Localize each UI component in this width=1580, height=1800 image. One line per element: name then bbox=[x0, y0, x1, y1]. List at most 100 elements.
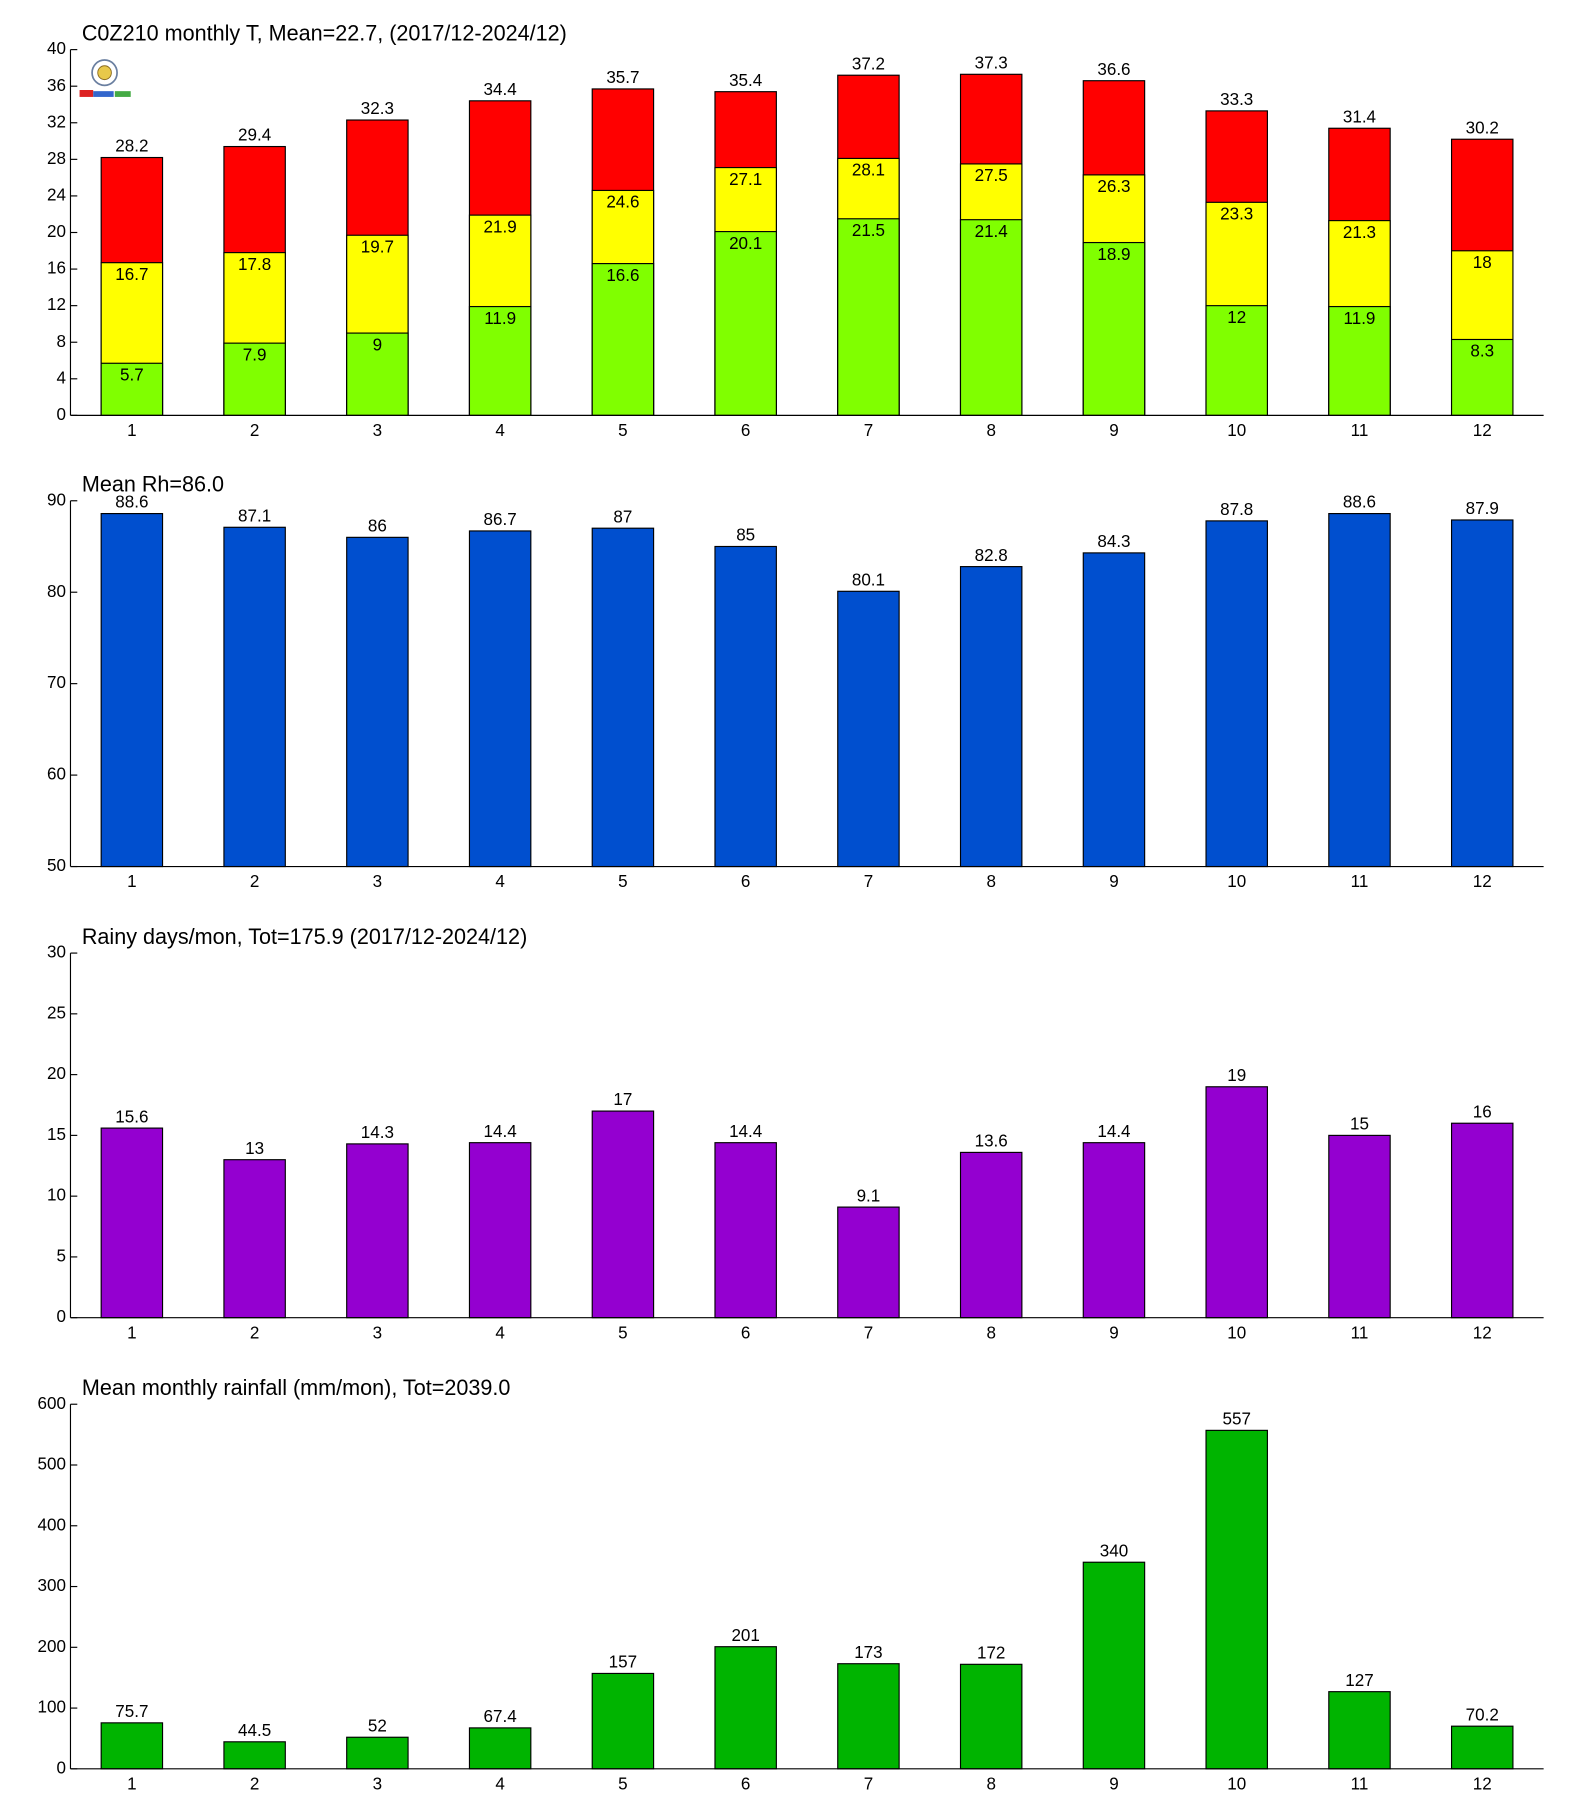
data-label: 18 bbox=[1473, 252, 1492, 272]
bar bbox=[1328, 1134, 1391, 1319]
y-tick-label: 300 bbox=[38, 1575, 66, 1595]
x-tick-label: 8 bbox=[986, 871, 995, 891]
data-label: 87.8 bbox=[1220, 499, 1253, 519]
x-tick-label: 2 bbox=[250, 871, 259, 891]
x-tick-label: 3 bbox=[373, 871, 382, 891]
data-label: 16.7 bbox=[115, 264, 148, 284]
y-tick-label: 0 bbox=[56, 404, 65, 424]
bar bbox=[100, 512, 164, 868]
bar bbox=[714, 545, 777, 868]
data-label: 86 bbox=[368, 515, 387, 535]
data-label: 9 bbox=[373, 334, 382, 354]
bar bbox=[346, 1143, 409, 1319]
data-label: 28.2 bbox=[115, 136, 148, 156]
bar bbox=[1205, 1429, 1268, 1770]
data-label: 27.1 bbox=[729, 169, 762, 189]
x-tick-label: 9 bbox=[1109, 1322, 1118, 1342]
data-label: 19 bbox=[1227, 1065, 1246, 1085]
data-label: 19.7 bbox=[361, 236, 394, 256]
data-label: 67.4 bbox=[484, 1706, 518, 1726]
data-label: 14.3 bbox=[361, 1122, 394, 1142]
data-label: 87.1 bbox=[238, 505, 271, 525]
bar bbox=[100, 1127, 164, 1319]
x-tick-label: 3 bbox=[373, 1773, 382, 1793]
data-label: 21.5 bbox=[852, 220, 885, 240]
y-tick-label: 12 bbox=[47, 294, 66, 314]
data-label: 26.3 bbox=[1097, 176, 1130, 196]
x-tick-label: 10 bbox=[1227, 420, 1246, 440]
x-tick-label: 1 bbox=[127, 420, 136, 440]
data-label: 24.6 bbox=[606, 192, 639, 212]
bar bbox=[959, 1151, 1023, 1319]
bar bbox=[1450, 1122, 1514, 1319]
bar bbox=[346, 1736, 409, 1770]
y-tick-label: 5 bbox=[56, 1245, 65, 1265]
data-label: 36.6 bbox=[1097, 59, 1130, 79]
x-tick-label: 11 bbox=[1351, 1322, 1369, 1342]
bar bbox=[1082, 1561, 1146, 1770]
data-label: 80.1 bbox=[852, 569, 885, 589]
data-label: 33.3 bbox=[1220, 89, 1253, 109]
data-label: 14.4 bbox=[1097, 1121, 1131, 1141]
data-label: 15.6 bbox=[115, 1106, 148, 1126]
data-label: 21.9 bbox=[484, 216, 517, 236]
y-tick-label: 30 bbox=[47, 942, 66, 962]
y-tick-label: 36 bbox=[47, 75, 66, 95]
x-tick-label: 7 bbox=[864, 1322, 873, 1342]
x-tick-label: 1 bbox=[127, 1322, 136, 1342]
x-tick-label: 12 bbox=[1473, 420, 1492, 440]
x-tick-label: 6 bbox=[741, 420, 750, 440]
y-tick-label: 60 bbox=[47, 764, 66, 784]
bar bbox=[1082, 241, 1146, 416]
data-label: 7.9 bbox=[243, 344, 267, 364]
bar bbox=[959, 566, 1023, 868]
data-label: 85 bbox=[736, 525, 755, 545]
data-label: 201 bbox=[731, 1625, 759, 1645]
x-tick-label: 4 bbox=[495, 871, 505, 891]
bar bbox=[223, 1741, 286, 1770]
data-label: 21.3 bbox=[1343, 222, 1376, 242]
y-tick-label: 400 bbox=[38, 1514, 66, 1534]
y-tick-label: 20 bbox=[47, 221, 66, 241]
x-tick-label: 5 bbox=[618, 420, 627, 440]
data-label: 5.7 bbox=[120, 364, 144, 384]
data-label: 11.9 bbox=[1344, 308, 1376, 328]
data-label: 84.3 bbox=[1097, 531, 1130, 551]
data-label: 9.1 bbox=[857, 1185, 881, 1205]
data-label: 15 bbox=[1350, 1113, 1369, 1133]
data-label: 86.7 bbox=[484, 509, 517, 529]
x-tick-label: 11 bbox=[1351, 1773, 1369, 1793]
bar bbox=[468, 1727, 532, 1770]
x-tick-label: 2 bbox=[250, 420, 259, 440]
bar bbox=[591, 263, 655, 416]
data-label: 88.6 bbox=[1343, 492, 1376, 512]
y-tick-label: 0 bbox=[56, 1757, 65, 1777]
x-tick-label: 5 bbox=[618, 871, 627, 891]
bar bbox=[100, 362, 164, 416]
x-tick-label: 12 bbox=[1473, 1322, 1492, 1342]
x-tick-label: 10 bbox=[1227, 871, 1246, 891]
data-label: 28.1 bbox=[852, 160, 885, 180]
y-tick-label: 100 bbox=[38, 1697, 66, 1717]
x-tick-label: 4 bbox=[495, 1322, 505, 1342]
bar bbox=[1328, 305, 1391, 416]
data-label: 87 bbox=[613, 506, 632, 526]
chart-title: Rainy days/mon, Tot=175.9 (2017/12-2024/… bbox=[82, 924, 527, 949]
data-label: 12 bbox=[1227, 307, 1246, 327]
bar bbox=[591, 527, 655, 868]
bar bbox=[100, 1722, 164, 1770]
data-label: 44.5 bbox=[238, 1720, 271, 1740]
data-label: 20.1 bbox=[729, 233, 762, 253]
bar bbox=[837, 218, 900, 416]
chart-title: Mean monthly rainfall (mm/mon), Tot=2039… bbox=[82, 1375, 511, 1400]
x-tick-label: 8 bbox=[986, 1322, 995, 1342]
data-label: 18.9 bbox=[1097, 244, 1130, 264]
x-tick-label: 5 bbox=[618, 1773, 627, 1793]
y-tick-label: 15 bbox=[47, 1124, 66, 1144]
x-tick-label: 9 bbox=[1109, 1773, 1118, 1793]
data-label: 70.2 bbox=[1466, 1704, 1499, 1724]
data-label: 13.6 bbox=[975, 1130, 1008, 1150]
x-tick-label: 1 bbox=[127, 871, 136, 891]
bar bbox=[223, 1159, 286, 1319]
data-label: 173 bbox=[854, 1642, 882, 1662]
